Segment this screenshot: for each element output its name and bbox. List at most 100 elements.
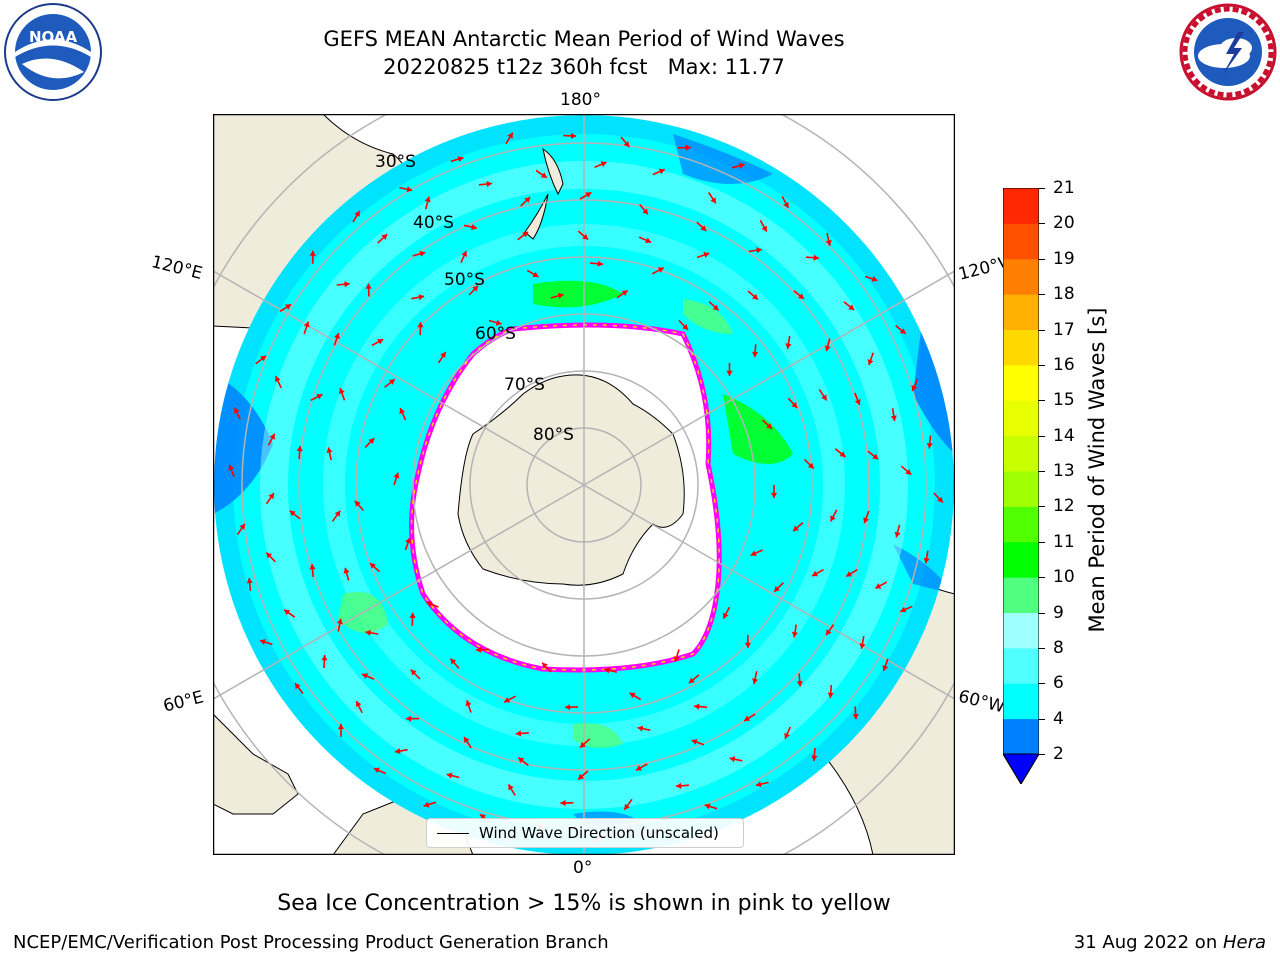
wind-arrow-head (911, 385, 918, 391)
wind-arrow-head (394, 748, 401, 755)
colorbar-segment (1003, 400, 1039, 437)
wind-arrow-head (890, 415, 897, 421)
wind-arrow-head (381, 234, 388, 240)
colorbar-tick-mark (1038, 718, 1045, 720)
wind-arrow-head (495, 319, 502, 326)
colorbar-tick-label: 18 (1053, 284, 1075, 305)
wind-arrow-head (461, 251, 467, 257)
wind-arrow-head (410, 669, 417, 676)
wind-arrow-head (542, 662, 548, 669)
wind-arrow-head (658, 168, 665, 175)
wind-arrow-head (726, 370, 733, 376)
wind-arrow-head (710, 197, 716, 204)
wind-arrow-head (565, 704, 571, 711)
wind-arrow-head (522, 231, 528, 238)
chart-title-line1: GEFS MEAN Antarctic Mean Period of Wind … (323, 27, 845, 51)
lat-label-40s: 40°S (413, 213, 454, 233)
wind-arrow-head (326, 447, 333, 454)
wind-arrow-head (785, 343, 792, 349)
wind-arrow-head (336, 618, 343, 625)
wind-arrow-head (309, 564, 316, 570)
wind-arrow-head (369, 563, 376, 569)
wind-arrow-head (524, 197, 531, 203)
wind-arrow-head (937, 496, 943, 503)
colorbar (1003, 188, 1039, 784)
wind-arrow-head (446, 772, 453, 779)
wind-arrow-head (923, 557, 930, 564)
footer-machine: Hera (1222, 932, 1266, 953)
wind-arrow-head (894, 531, 901, 538)
lat-label-70s: 70°S (504, 375, 545, 395)
colorbar-tick-label: 2 (1053, 744, 1064, 764)
wind-arrow-head (905, 469, 912, 475)
wind-arrow-head (848, 304, 855, 310)
wind-arrow-head (321, 655, 328, 661)
colorbar-segment (1003, 683, 1039, 720)
colorbar-tick-label: 4 (1053, 708, 1064, 729)
chart-title-line2: 20220825 t12z 360h fcst Max: 11.77 (383, 55, 785, 79)
wind-arrow-head (846, 571, 853, 577)
wind-arrow-head (750, 550, 757, 557)
wind-arrow-head (450, 658, 457, 665)
wind-arrow-head (457, 156, 464, 163)
lon-label-60w: 60°W (956, 686, 1007, 718)
wind-arrow-head (676, 782, 682, 789)
wind-arrow-head (826, 629, 832, 636)
wind-arrow-head (827, 692, 834, 698)
wind-arrow-head (875, 583, 882, 589)
colorbar-tick-label: 11 (1053, 531, 1075, 552)
wind-arrow-head (388, 379, 395, 385)
wind-arrow-head (872, 453, 879, 460)
footer-date-text: 31 Aug 2022 on (1073, 932, 1223, 953)
wind-arrow-head (228, 464, 235, 471)
wind-arrow-head (783, 202, 789, 208)
caption: Sea Ice Concentration > 15% is shown in … (277, 891, 891, 916)
wind-arrow-head (766, 423, 772, 429)
wind-arrow-head (900, 606, 907, 613)
colorbar-tick-label: 19 (1053, 248, 1075, 269)
nws-logo (1178, 2, 1278, 102)
wind-arrow-head (344, 281, 350, 288)
wind-arrow-head (926, 443, 933, 449)
lon-label-120e: 120°E (149, 252, 205, 284)
graticule (213, 114, 955, 855)
colorbar-segment (1003, 364, 1039, 401)
colorbar-tick-mark (1038, 577, 1045, 579)
wind-arrow-head (580, 741, 586, 748)
wind-arrow-head (752, 678, 759, 684)
wind-arrow-head (637, 725, 644, 732)
wind-arrow-head (882, 665, 889, 671)
wind-arrow-head (266, 552, 273, 559)
lon-label-60e: 60°E (161, 687, 206, 717)
wind-arrow-head (578, 773, 584, 780)
wind-arrow-head (472, 285, 479, 292)
wind-arrow-head (694, 703, 700, 710)
wind-arrow-head (752, 351, 759, 358)
colorbar-segment (1003, 647, 1039, 684)
colorbar-segment (1003, 188, 1039, 224)
wind-arrow-head (365, 629, 371, 636)
colorbar-tick-mark (1038, 258, 1045, 260)
wind-arrow-head (791, 402, 798, 408)
wind-arrow-head (471, 224, 477, 231)
colorbar-tick-mark (1038, 541, 1045, 543)
colorbar-tick-label: 8 (1053, 637, 1064, 658)
map-legend: Wind Wave Direction (unscaled) (426, 818, 744, 848)
colorbar-tick-mark (1038, 435, 1045, 437)
colorbar-tick-mark (1038, 329, 1045, 331)
colorbar-segment (1003, 471, 1039, 507)
wind-arrow-head (744, 642, 751, 648)
wind-arrow-head (343, 567, 350, 574)
wind-arrow-head (821, 394, 827, 401)
wind-arrow-head (417, 322, 424, 328)
lat-label-80s: 80°S (533, 425, 574, 445)
wind-arrow-head (246, 578, 253, 584)
wind-arrow-head (793, 525, 799, 532)
wind-arrow-head (532, 271, 539, 277)
wind-arrow-head (334, 510, 341, 517)
wind-arrow-head (629, 692, 636, 699)
wind-arrow-head (645, 237, 652, 244)
wind-arrow-head (770, 492, 778, 498)
wind-arrow-head (269, 433, 275, 440)
colorbar-segment (1003, 577, 1039, 613)
